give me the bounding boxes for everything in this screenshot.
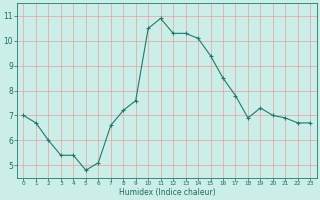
X-axis label: Humidex (Indice chaleur): Humidex (Indice chaleur) [119, 188, 215, 197]
